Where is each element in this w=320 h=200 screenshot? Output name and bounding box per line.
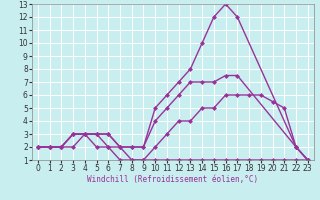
X-axis label: Windchill (Refroidissement éolien,°C): Windchill (Refroidissement éolien,°C) [87, 175, 258, 184]
